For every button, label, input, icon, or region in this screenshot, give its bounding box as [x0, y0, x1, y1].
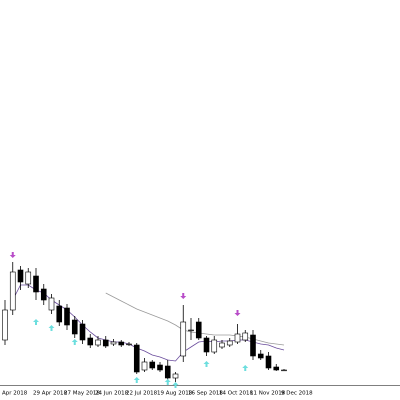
candle-body — [250, 334, 256, 357]
up-arrow — [133, 377, 140, 383]
x-tick-label: 22 Jul 2018 — [126, 391, 158, 397]
up-arrow — [33, 319, 39, 325]
down-arrow — [180, 293, 187, 299]
x-tick-label: 27 May 2018 — [64, 391, 100, 397]
candle-body — [56, 305, 63, 323]
down-arrow — [234, 310, 241, 316]
up-arrow — [48, 325, 55, 331]
candle-body — [133, 344, 140, 373]
candle-body — [9, 271, 16, 311]
candle-body — [33, 275, 39, 293]
x-tick-label: 19 Aug 2018 — [157, 391, 193, 397]
candle-body — [265, 355, 272, 369]
candle-body — [2, 309, 8, 341]
candle-body — [157, 364, 163, 371]
candle-body — [25, 271, 32, 285]
candle-body — [141, 361, 148, 371]
candle-body — [79, 323, 86, 341]
candle-body — [95, 339, 101, 346]
candle-body — [203, 337, 210, 353]
candle-body — [64, 307, 70, 326]
up-arrow — [203, 361, 210, 367]
candle-body — [211, 339, 218, 353]
candle-body — [149, 361, 156, 369]
x-tick-label: 14 Oct 2018 — [219, 391, 254, 397]
x-tick-label: Apr 2018 — [2, 391, 28, 397]
candle-body — [172, 373, 179, 379]
candle-body — [40, 288, 47, 301]
candle-body — [164, 365, 171, 379]
x-tick-label: 9 Dec 2018 — [281, 391, 313, 397]
candle-body — [180, 321, 187, 357]
candle-body — [17, 269, 24, 283]
x-tick-label: 29 Apr 2018 — [33, 391, 68, 397]
x-tick-label: 16 Sep 2018 — [188, 391, 223, 397]
candle-body — [110, 341, 117, 345]
up-arrow — [164, 379, 171, 385]
up-arrow — [172, 382, 179, 388]
up-arrow — [242, 365, 249, 371]
x-tick-label: 11 Nov 2018 — [250, 391, 286, 397]
candle-body — [118, 341, 125, 346]
candle-body — [281, 369, 287, 372]
candle-body — [195, 321, 202, 339]
x-tick-label: 24 Jun 2018 — [95, 391, 129, 397]
candle-body — [48, 297, 55, 311]
down-arrow — [9, 252, 16, 258]
candle-body — [234, 333, 241, 343]
candle-body — [226, 340, 233, 346]
candle-body — [102, 339, 109, 347]
candle-body — [219, 342, 225, 348]
candle-body — [87, 337, 94, 346]
candle-body — [257, 353, 264, 359]
candle-body — [71, 319, 78, 335]
candle-body — [242, 332, 249, 341]
candle-body — [273, 366, 280, 371]
candle-body — [126, 343, 132, 346]
up-arrow — [71, 339, 78, 345]
candle-body — [188, 329, 194, 332]
